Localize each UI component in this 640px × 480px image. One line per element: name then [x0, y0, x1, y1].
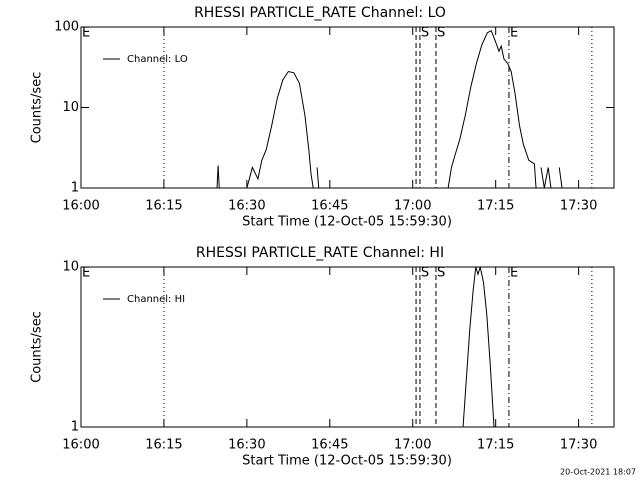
y-tick-label: 100 [54, 20, 79, 35]
x-tick-label: 17:00 [394, 438, 431, 453]
event-marker: E [510, 26, 518, 41]
series-line [216, 29, 563, 189]
event-marker: S [437, 26, 445, 41]
y-tick-label: 10 [62, 100, 79, 115]
x-axis-label: Start Time (12-Oct-05 15:59:30) [242, 215, 452, 230]
event-marker: S [421, 266, 429, 281]
event-marker: S [437, 266, 445, 281]
y-tick-label: 1 [71, 420, 79, 435]
event-marker: S [421, 26, 429, 41]
plot-frame [80, 266, 615, 428]
y-tick-label: 1 [71, 181, 79, 196]
event-marker: E [82, 26, 90, 41]
x-tick-label: 16:30 [228, 199, 265, 214]
x-tick-label: 17:15 [477, 199, 514, 214]
chart-title: RHESSI PARTICLE_RATE Channel: HI [196, 245, 444, 261]
chart-title: RHESSI PARTICLE_RATE Channel: LO [194, 5, 446, 21]
x-tick-label: 17:00 [394, 199, 431, 214]
x-tick-label: 17:30 [560, 438, 597, 453]
x-tick-label: 16:45 [311, 199, 348, 214]
x-tick-label: 16:00 [62, 199, 99, 214]
y-axis-label: Counts/sec [30, 311, 45, 383]
x-tick-label: 17:30 [560, 199, 597, 214]
y-tick-label: 10 [62, 260, 79, 275]
timestamp: 20-Oct-2021 18:07 [560, 468, 636, 477]
x-tick-label: 16:15 [145, 438, 182, 453]
legend-label: Channel: LO [127, 54, 188, 65]
x-axis-label: Start Time (12-Oct-05 15:59:30) [242, 454, 452, 469]
legend-label: Channel: HI [127, 294, 185, 305]
x-tick-label: 16:00 [62, 438, 99, 453]
series-line [462, 266, 495, 428]
x-tick-label: 16:45 [311, 438, 348, 453]
event-marker: E [82, 266, 90, 281]
x-tick-label: 16:15 [145, 199, 182, 214]
y-axis-label: Counts/sec [30, 72, 45, 144]
x-tick-label: 16:30 [228, 438, 265, 453]
event-marker: E [510, 266, 518, 281]
x-tick-label: 17:15 [477, 438, 514, 453]
